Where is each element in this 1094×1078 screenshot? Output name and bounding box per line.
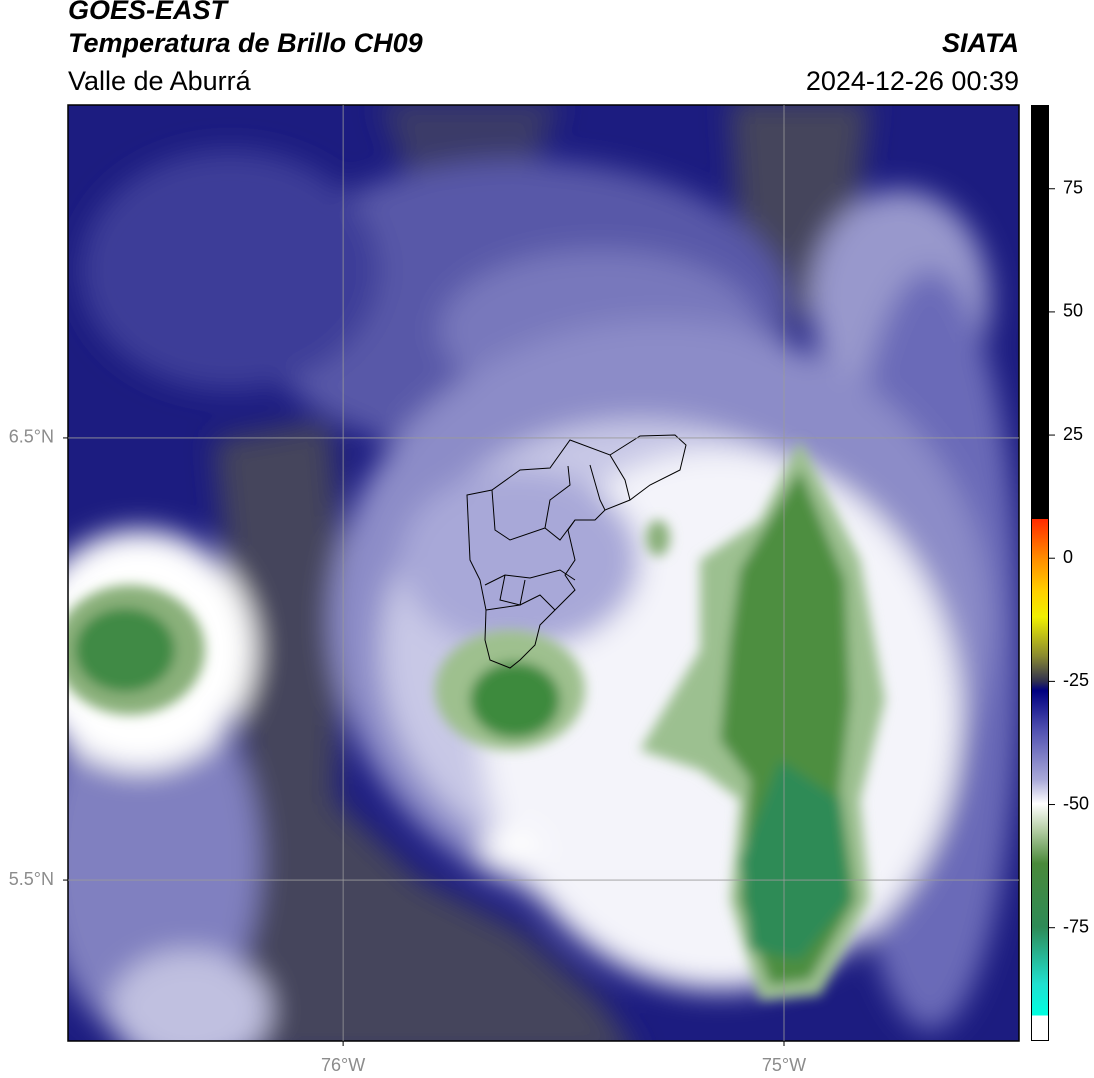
datetime: 2024-12-26 00:39 <box>806 66 1019 96</box>
x-tick-label: 76°W <box>321 1055 365 1075</box>
colorbar-tick-label: -25 <box>1063 670 1089 690</box>
x-tick-label: 75°W <box>762 1055 806 1075</box>
colorbar <box>1031 105 1049 1041</box>
source: SIATA <box>942 28 1019 58</box>
map-frame <box>67 104 1020 1042</box>
colorbar-tick-label: 75 <box>1063 177 1083 197</box>
colorbar-tick-label: 50 <box>1063 301 1083 321</box>
y-tick-label: 5.5°N <box>9 869 54 889</box>
municipal-boundaries <box>466 434 687 669</box>
satellite-image <box>68 105 1019 1041</box>
colorbar-tick-label: 0 <box>1063 547 1073 567</box>
colorbar-tick-label: 25 <box>1063 424 1083 444</box>
region: Valle de Aburrá <box>68 66 252 96</box>
y-tick-label: 6.5°N <box>9 427 54 447</box>
colorbar-tick-label: -50 <box>1063 793 1089 813</box>
colorbar-tick-label: -75 <box>1063 916 1089 936</box>
title: GOES-EAST <box>68 0 230 25</box>
subtitle: Temperatura de Brillo CH09 <box>68 28 423 58</box>
